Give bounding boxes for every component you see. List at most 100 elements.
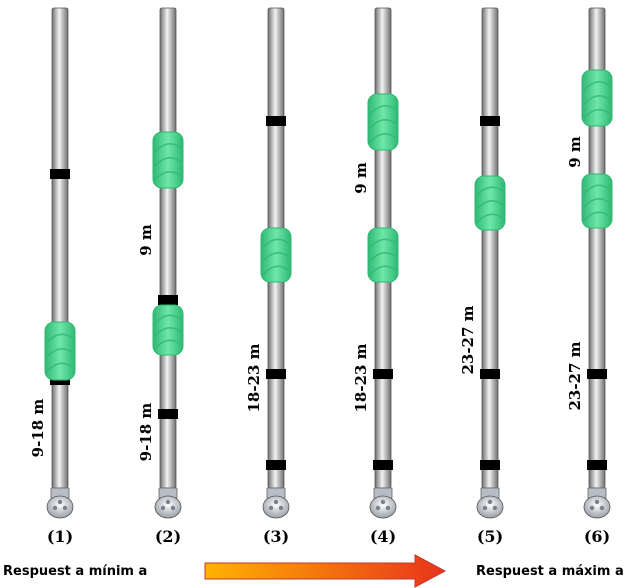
drill-bit-cutter [273, 499, 279, 505]
stabilizer-blade [262, 265, 290, 276]
stabilizer [152, 304, 184, 356]
stabilizer [581, 173, 613, 229]
drill-bit-head [583, 495, 611, 519]
assembly-2: (2) 9 m 9-18 m [137, 7, 184, 546]
response-arrow-icon [204, 554, 447, 588]
stabilizer-blade [476, 213, 504, 224]
collar-joint [587, 460, 607, 470]
distance-label: 9-18 m [137, 403, 155, 462]
assembly-number: (1) [47, 527, 73, 546]
collar-joint [480, 369, 500, 379]
assemblies-layer: (1) 9-18 m (2) 9 m 9-18 m (3) 18-23 m (4) 9 m 18-… [29, 7, 613, 546]
distance-label: 23-27 m [566, 341, 584, 410]
direction-arrow [204, 554, 447, 588]
assembly-number: (4) [370, 527, 396, 546]
stabilizer-blade [46, 333, 74, 344]
collar-joint [480, 116, 500, 126]
stabilizer-blade [369, 119, 397, 129]
distance-label: 9 m [137, 224, 155, 256]
stabilizer [44, 321, 76, 381]
collar-joint [266, 460, 286, 470]
stabilizer-blade [262, 238, 290, 249]
stabilizer-blade [262, 252, 290, 262]
assembly-6: (6) 9 m 23-27 m [566, 7, 613, 546]
stabilizer [260, 227, 292, 283]
drill-bit-head [476, 495, 504, 519]
stabilizer-blade [583, 198, 611, 208]
assembly-number: (6) [584, 527, 610, 546]
drill-bit-cutter [589, 505, 595, 511]
assembly-number: (3) [263, 527, 289, 546]
stabilizer-blade [583, 95, 611, 105]
drill-bit-icon [476, 487, 504, 519]
assembly-4: (4) 9 m 18-23 m [352, 7, 399, 546]
distance-label: 18-23 m [245, 343, 263, 412]
drill-bit-cutter [599, 505, 605, 511]
drill-bit-icon [369, 487, 397, 519]
stabilizer [367, 227, 399, 283]
drill-pipe [51, 7, 69, 489]
drill-bit-cutter [268, 505, 274, 511]
drill-bit-head [46, 495, 74, 519]
stabilizer-blade [46, 362, 74, 373]
stabilizer-blade [476, 200, 504, 210]
minimum-response-caption: Respuest a mínim a [3, 564, 148, 579]
drill-bit-cutter [482, 505, 488, 511]
drill-bit-cutter [165, 499, 171, 505]
stabilizer-blade [369, 252, 397, 262]
drill-bit-cutter [62, 505, 68, 511]
distance-label: 9 m [352, 162, 370, 194]
drill-bit-cutter [594, 499, 600, 505]
stabilizer-blade [154, 327, 182, 337]
collar-joint [158, 295, 178, 305]
drill-bit-icon [583, 487, 611, 519]
drill-bit-cutter [278, 505, 284, 511]
drill-bit-cutter [380, 499, 386, 505]
stabilizer-body [44, 321, 76, 381]
stabilizer-blade [476, 186, 504, 197]
collar-joint [373, 460, 393, 470]
drill-bit-head [262, 495, 290, 519]
drill-bit-icon [46, 487, 74, 519]
stabilizer [152, 131, 184, 189]
stabilizer [367, 93, 399, 151]
stabilizer-blade [154, 143, 182, 153]
stabilizer-body [581, 173, 613, 229]
drill-bit-cutter [385, 505, 391, 511]
drill-bit-cutter [170, 505, 176, 511]
stabilizer-body [260, 227, 292, 283]
collar-joint [50, 169, 70, 179]
drill-bit-cutter [492, 505, 498, 511]
assembly-number: (5) [477, 527, 503, 546]
collar-joint [266, 369, 286, 379]
stabilizer-blade [583, 109, 611, 119]
stabilizer-blade [154, 314, 182, 325]
stabilizer-blade [369, 238, 397, 249]
stabilizer-blade [154, 171, 182, 181]
drill-bit-cutter [52, 505, 58, 511]
distance-label: 9 m [566, 136, 584, 168]
drill-bit-icon [262, 487, 290, 519]
drill-bit-head [369, 495, 397, 519]
stabilizer-blade [369, 133, 397, 143]
assembly-number: (2) [155, 527, 181, 546]
drill-bit-cutter [57, 499, 63, 505]
collar-joint [480, 460, 500, 470]
stabilizer-body [152, 304, 184, 356]
collar-joint [587, 369, 607, 379]
drill-bit-cutter [487, 499, 493, 505]
distance-label: 9-18 m [29, 399, 47, 458]
stabilizer-body [367, 93, 399, 151]
stabilizer-blade [154, 339, 182, 350]
collar-joint [373, 369, 393, 379]
stabilizer-body [474, 175, 506, 231]
assembly-3: (3) 18-23 m [245, 7, 292, 546]
collar-joint [266, 116, 286, 126]
assembly-1: (1) 9-18 m [29, 7, 76, 546]
drill-bit-icon [154, 487, 182, 519]
stabilizer-body [581, 69, 613, 127]
stabilizer-blade [583, 211, 611, 222]
stabilizer-blade [369, 105, 397, 115]
stabilizer-body [152, 131, 184, 189]
